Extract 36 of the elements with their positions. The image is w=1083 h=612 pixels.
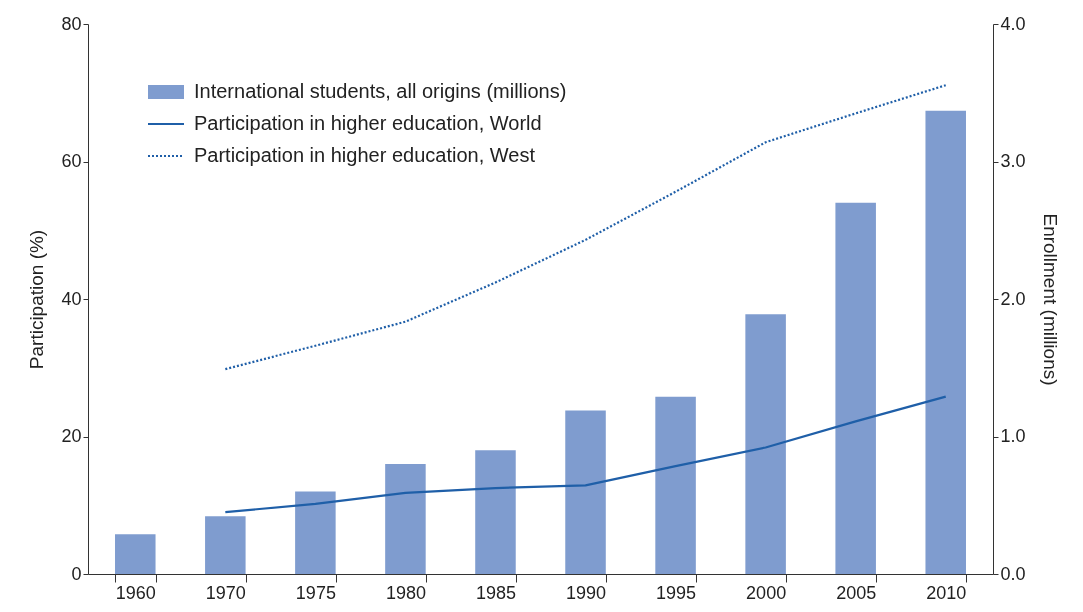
x-tick-label: 1960 bbox=[115, 582, 156, 603]
x-tick-label: 1975 bbox=[295, 582, 336, 603]
legend-label: Participation in higher education, World bbox=[194, 112, 542, 134]
y-tick-label: 80 bbox=[61, 13, 82, 34]
y2-tick-label: 0.0 bbox=[1000, 563, 1026, 584]
bar bbox=[565, 410, 606, 574]
x-tick-label: 1995 bbox=[656, 582, 697, 603]
legend-label: Participation in higher education, West bbox=[194, 144, 536, 166]
x-tick-label: 1970 bbox=[205, 582, 246, 603]
bar bbox=[115, 534, 156, 574]
bar bbox=[385, 464, 426, 574]
y2-tick-label: 4.0 bbox=[1000, 13, 1026, 34]
bar bbox=[835, 202, 876, 574]
line-series bbox=[224, 395, 947, 514]
x-tick-label: 1980 bbox=[385, 582, 426, 603]
y2-axis-title: Enrollment (millions) bbox=[1039, 213, 1061, 386]
bar bbox=[655, 396, 696, 574]
y2-tick-label: 3.0 bbox=[1000, 151, 1026, 171]
x-tick-label: 2000 bbox=[746, 582, 787, 603]
bar bbox=[745, 314, 786, 574]
y-tick-label: 20 bbox=[61, 426, 82, 446]
y-tick-label: 60 bbox=[61, 151, 82, 171]
y2-tick-label: 1.0 bbox=[1000, 426, 1026, 446]
y-axis-title: Participation (%) bbox=[26, 229, 48, 370]
bar bbox=[475, 450, 516, 574]
x-tick-label: 2005 bbox=[836, 582, 877, 603]
x-tick-label: 1985 bbox=[475, 582, 516, 603]
bar bbox=[295, 491, 336, 574]
y-tick-label: 40 bbox=[61, 288, 82, 309]
bar bbox=[925, 110, 966, 574]
x-tick-label: 1990 bbox=[566, 582, 607, 603]
legend-label: International students, all origins (millions) bbox=[194, 80, 567, 102]
bar bbox=[205, 516, 246, 574]
y-tick-label: 0 bbox=[71, 563, 82, 584]
y2-tick-label: 2.0 bbox=[1000, 288, 1026, 309]
x-tick-label: 2010 bbox=[926, 582, 967, 603]
